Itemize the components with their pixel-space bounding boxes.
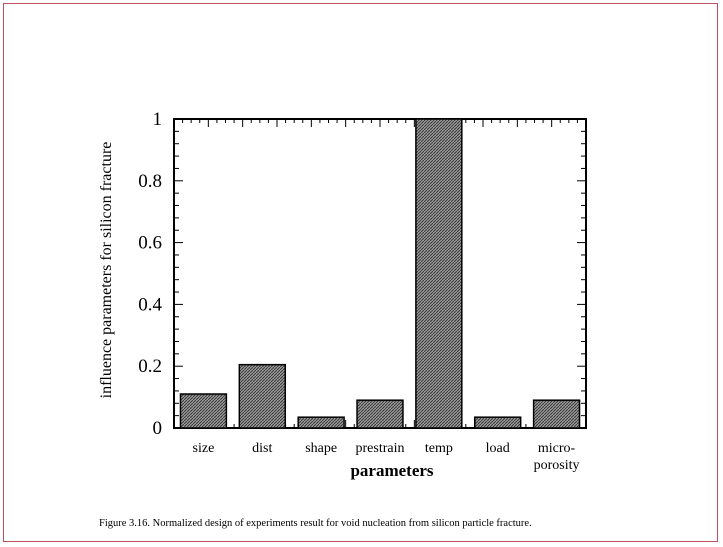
x-category-label: micro- xyxy=(538,441,576,456)
bar-load xyxy=(474,416,522,429)
y-tick-label: 0.8 xyxy=(138,171,162,192)
plot-frame xyxy=(173,118,587,429)
x-axis-categories: size dist shape prestrain temp load micro-poro… xyxy=(193,441,580,473)
y-tick-label: 1 xyxy=(153,109,163,130)
y-axis-title: influence parameters for silicon fractur… xyxy=(98,142,115,399)
bar-micro-porosity xyxy=(532,399,581,429)
bar-temp xyxy=(415,118,463,429)
y-tick-label: 0 xyxy=(153,418,163,439)
bar-shape xyxy=(297,416,345,429)
figure-frame: 0 0.2 0.4 0.6 0.8 1 size dist shape prestrain tem… xyxy=(3,3,718,542)
y-tick-label: 0.4 xyxy=(138,294,162,315)
x-category-label: porosity xyxy=(534,458,580,473)
bar-chart: 0 0.2 0.4 0.6 0.8 1 size dist shape prestrain tem… xyxy=(98,109,587,480)
x-category-label: size xyxy=(193,441,215,456)
bars xyxy=(179,118,581,429)
figure-caption: Figure 3.16. Normalized design of experi… xyxy=(99,518,532,529)
x-category-label: temp xyxy=(425,441,453,456)
bar-dist xyxy=(238,363,286,429)
x-category-label: prestrain xyxy=(356,441,405,456)
bar-size xyxy=(179,393,228,429)
x-category-label: load xyxy=(486,441,510,456)
bar-prestrain xyxy=(356,399,404,429)
x-category-label: dist xyxy=(252,441,272,456)
x-axis-title: parameters xyxy=(350,461,433,480)
y-axis-ticks: 0 0.2 0.4 0.6 0.8 1 xyxy=(138,109,586,439)
y-tick-label: 0.6 xyxy=(138,233,162,254)
x-category-label: shape xyxy=(305,441,337,456)
plot-area xyxy=(173,118,587,429)
y-tick-label: 0.2 xyxy=(138,356,162,377)
